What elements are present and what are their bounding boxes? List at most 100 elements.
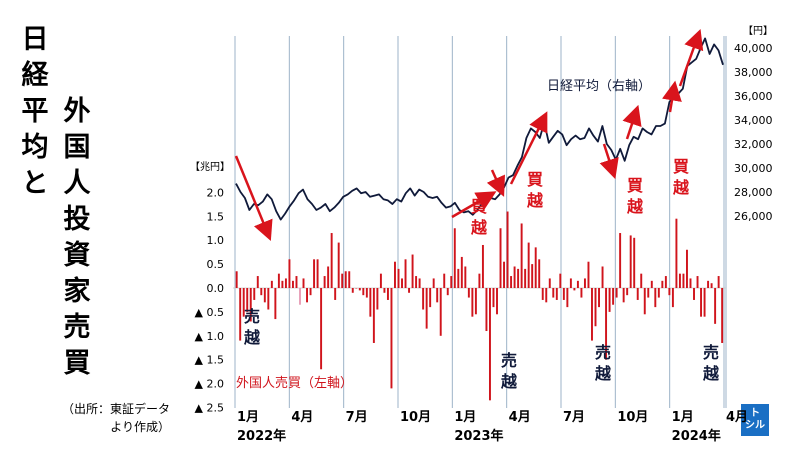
bar-mark [320, 288, 323, 370]
trend-arrow [486, 169, 505, 197]
brand-logo: ト シル [741, 404, 769, 436]
sell-annotation-char: 越 [500, 372, 518, 391]
bar-mark [365, 288, 368, 298]
bar-mark [513, 266, 516, 288]
bar-mark [608, 288, 611, 312]
bar-mark [506, 211, 509, 288]
buy-annotation-char: 買 [627, 176, 643, 195]
bar-mark [379, 273, 382, 288]
x-tick-label: 10月 [617, 410, 648, 425]
bar-mark [615, 288, 618, 298]
bar-mark [355, 288, 358, 289]
bar-mark [566, 288, 569, 308]
bar-mark [531, 264, 534, 288]
title-col-1-char: 均 [21, 132, 49, 163]
bar-mark [629, 235, 632, 288]
sell-annotation: 売越 [594, 343, 612, 383]
bar-mark [499, 228, 502, 288]
buy-annotation-char: 買 [527, 170, 543, 189]
right-axis-tick-label: 38,000 [734, 66, 773, 79]
bar-mark [678, 273, 681, 288]
bar-mark [587, 261, 590, 288]
bar-mark [626, 288, 629, 296]
bar-mark [503, 261, 506, 288]
bar-mark [260, 288, 263, 296]
bar-mark [671, 288, 674, 308]
bar-mark [559, 273, 562, 288]
trend-arrow [622, 104, 642, 140]
bar-mark [239, 288, 242, 341]
buy-annotation-char: 越 [526, 191, 544, 210]
buy-annotation-char: 越 [470, 218, 488, 237]
bar-mark [369, 288, 372, 317]
x-tick-label: 10月 [400, 410, 431, 425]
bar-mark [309, 288, 312, 296]
x-tick-label: 4月 [291, 410, 313, 425]
bar-mark [397, 268, 400, 288]
bar-mark [281, 280, 284, 288]
x-tick-label: 1月 [672, 410, 694, 425]
bar-mark [263, 288, 266, 303]
left-axis-tick-label: 0.5 [207, 258, 225, 271]
left-axis-tick-label: ▲ 0.5 [195, 306, 224, 319]
bar-mark [696, 276, 699, 288]
bar-mark [478, 273, 481, 288]
bar-mark [302, 278, 305, 288]
bar-mark [548, 278, 551, 288]
bar-mark [394, 261, 396, 288]
bar-mark [474, 288, 477, 315]
trend-arrow [509, 111, 548, 185]
bar-mark [390, 288, 393, 389]
left-axis-tick-label: 0.0 [207, 282, 225, 295]
bar-mark [460, 256, 463, 288]
right-axis-tick-label: 26,000 [734, 210, 773, 223]
x-tick-label: 4月 [509, 410, 531, 425]
buy-annotation: 買越 [672, 157, 690, 197]
bar-mark [464, 266, 467, 288]
bar-mark [619, 233, 622, 288]
bar-mark [661, 280, 664, 288]
bar-mark [439, 288, 442, 336]
bar-mark [383, 288, 386, 293]
buy-annotation: 買越 [526, 170, 544, 210]
bar-mark [605, 288, 608, 360]
trend-arrow [234, 155, 273, 241]
bar-mark [485, 288, 488, 332]
bar-mark [386, 288, 389, 300]
trend-arrow [451, 191, 497, 219]
left-axis-tick-label: 1.5 [207, 210, 225, 223]
bar-mark [657, 288, 660, 298]
bar-mark [429, 288, 432, 308]
bar-mark [344, 271, 347, 288]
chart-title-column-1: 日経平均と [20, 22, 50, 202]
bar-mark [358, 288, 361, 291]
sell-annotation-char: 越 [594, 364, 612, 383]
title-col-2-char: 投 [63, 204, 91, 235]
x-tick-label: 7月 [346, 410, 368, 425]
x-year-label: 2023年 [454, 428, 503, 444]
bar-mark [453, 228, 456, 288]
buy-annotation-char: 越 [626, 197, 644, 216]
bar-mark [538, 259, 541, 288]
bar-mark [520, 223, 523, 288]
bar-mark [633, 237, 636, 288]
trend-arrow [599, 143, 619, 180]
bar-mark [411, 254, 414, 288]
right-axis-unit: 【円】 [743, 25, 773, 37]
buy-annotation: 買越 [470, 197, 488, 237]
sell-annotation: 売越 [500, 351, 518, 391]
left-axis-unit: 【兆円】 [190, 161, 230, 173]
bar-mark [284, 278, 287, 288]
nikkei-line [235, 37, 724, 221]
bar-mark [524, 268, 527, 288]
buy-annotation: 買越 [626, 176, 644, 216]
title-col-2-char: 人 [63, 168, 91, 199]
bar-mark [376, 288, 379, 310]
line-series-label: 日経平均（右軸） [547, 79, 651, 94]
bar-mark [306, 288, 308, 303]
brand-logo-line-1: ト [750, 408, 760, 419]
bar-mark [457, 268, 460, 288]
bar-mark [425, 288, 428, 329]
x-year-label: 2024年 [672, 428, 721, 444]
chart-title-column-2: 外国人投資家売買 [62, 94, 92, 382]
